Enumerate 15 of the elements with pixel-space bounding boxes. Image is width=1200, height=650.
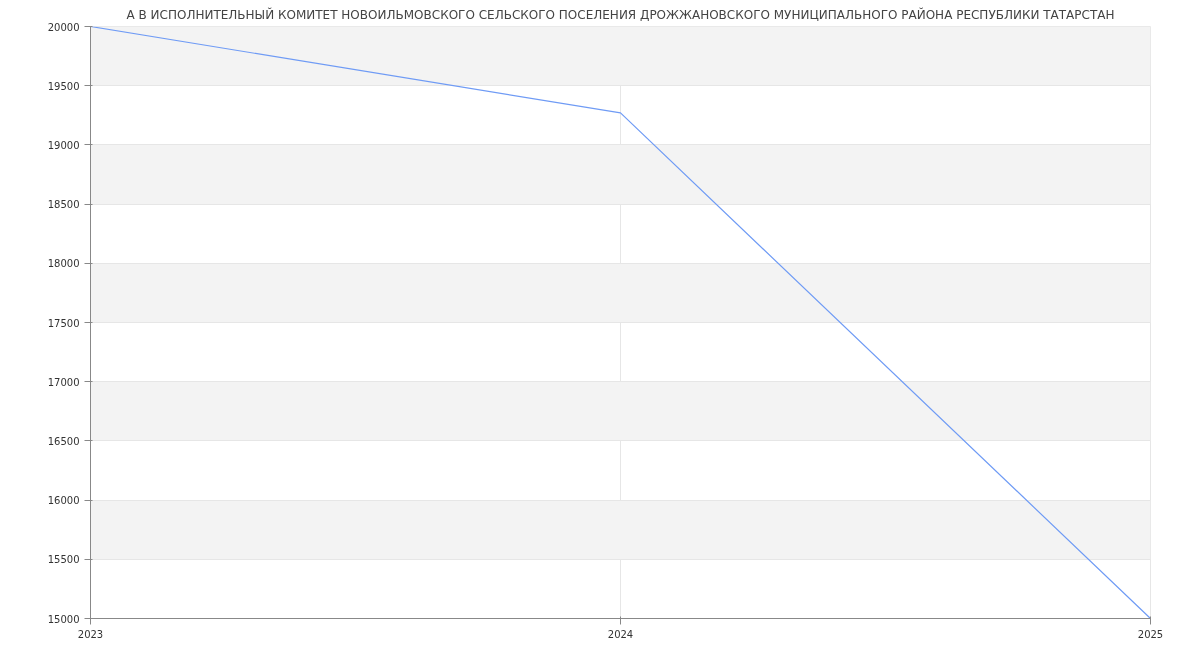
- x-tick-label: 2024: [607, 628, 634, 640]
- y-tick-label: 20000: [47, 21, 80, 33]
- y-tick-label: 16500: [47, 435, 80, 447]
- x-tick-label: 2025: [1137, 628, 1164, 640]
- y-tick-label: 19000: [47, 139, 80, 151]
- y-tick-label: 19500: [47, 80, 80, 92]
- y-tick-label: 18000: [47, 258, 80, 270]
- x-tick-label: 2023: [77, 628, 104, 640]
- y-tick-label: 17000: [47, 376, 80, 388]
- y-tick-label: 15000: [47, 613, 80, 625]
- y-tick-label: 18500: [47, 199, 80, 211]
- y-tick-label: 17500: [47, 317, 80, 329]
- chart-title: А В ИСПОЛНИТЕЛЬНЫЙ КОМИТЕТ НОВОИЛЬМОВСКОГО СЕЛЬСКОГО ПОСЕЛЕНИЯ ДРОЖЖАНОВСКОГО МУНИЦИПАЛЬНОГО РАЙОНА РЕСПУБЛИКИ ТАТАРСТАН: [126, 6, 1115, 22]
- y-tick-label: 15500: [47, 554, 80, 566]
- y-tick-label: 16000: [47, 495, 80, 507]
